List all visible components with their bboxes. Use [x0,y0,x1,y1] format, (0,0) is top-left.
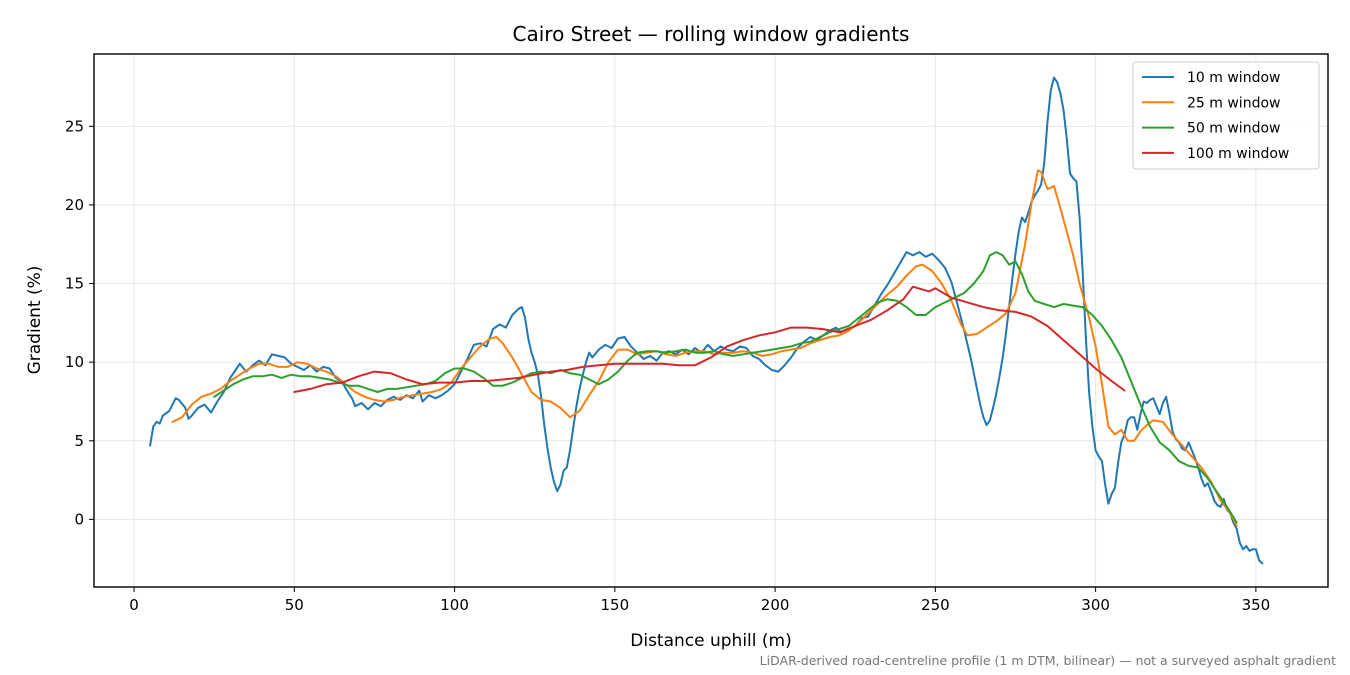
legend-label-100-m-window: 100 m window [1187,146,1289,162]
x-tick-label: 100 [440,596,469,614]
y-axis: 0 5 10 15 20 25 [65,117,94,528]
footnote: LiDAR-derived road-centreline profile (1… [760,653,1336,668]
x-tick-label: 250 [921,596,950,614]
legend: 10 m window 25 m window 50 m window 100 m w… [1132,61,1320,170]
y-tick-label: 5 [74,432,84,450]
x-tick-label: 300 [1081,596,1110,614]
series-line-50-m-window [213,251,1238,524]
x-tick-label: 200 [761,596,790,614]
y-tick-label: 25 [65,117,84,135]
series-line-25-m-window [171,169,1238,527]
legend-label-25-m-window: 25 m window [1187,95,1280,111]
y-tick-label: 10 [65,353,84,371]
y-tick-label: 15 [65,275,84,293]
x-axis: 0 50 100 150 200 250 300 350 [129,587,1270,614]
legend-label-50-m-window: 50 m window [1187,121,1280,137]
y-tick-label: 20 [65,196,84,214]
plot-area [149,76,1264,565]
series-line-10-m-window [149,76,1264,565]
plot-frame [93,53,1329,588]
y-axis-label: Gradient (%) [25,266,45,375]
x-tick-label: 150 [601,596,630,614]
legend-box [1132,61,1320,170]
legend-label-10-m-window: 10 m window [1187,70,1280,86]
y-tick-label: 0 [74,510,84,528]
x-tick-label: 350 [1242,596,1271,614]
x-tick-label: 0 [129,596,139,614]
series-line-100-m-window [293,285,1126,393]
x-tick-label: 50 [285,596,304,614]
chart-title: Cairo Street — rolling window gradients [513,22,910,46]
x-axis-label: Distance uphill (m) [630,631,791,651]
